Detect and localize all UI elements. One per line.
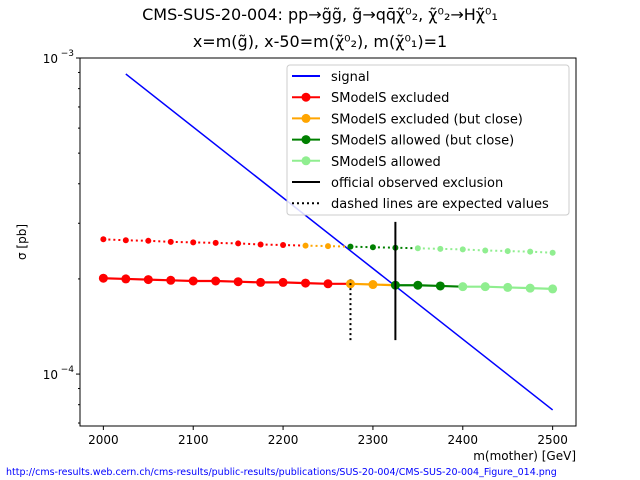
x-tick-label: 2500 <box>537 433 568 447</box>
legend-label: SModelS excluded <box>331 91 449 106</box>
legend-label: SModelS allowed (but close) <box>331 134 514 149</box>
expected-point <box>549 249 556 256</box>
expected-point <box>369 244 376 251</box>
observed-point <box>188 276 198 286</box>
legend-swatch-marker <box>301 135 311 145</box>
expected-point <box>212 239 219 246</box>
expected-point <box>527 248 534 255</box>
expected-point <box>100 236 107 243</box>
y-tick-label: 10 <box>43 52 58 66</box>
expected-segment <box>305 244 329 248</box>
footer-url-link[interactable]: http://cms-results.web.cern.ch/cms-resul… <box>6 467 557 478</box>
expected-point <box>257 241 264 248</box>
expected-segment <box>485 249 508 253</box>
expected-segment <box>372 246 396 249</box>
legend-swatch-marker <box>301 156 311 166</box>
expected-point <box>325 243 331 250</box>
expected-segment <box>193 241 216 244</box>
plot-frame <box>79 57 577 427</box>
expected-point <box>414 245 421 252</box>
x-tick-label: 2200 <box>268 433 299 447</box>
expected-point <box>122 237 129 244</box>
expected-segment <box>148 239 171 243</box>
observed-point <box>435 281 445 291</box>
y-axis-label: σ [pb] <box>15 224 29 260</box>
expected-point <box>190 239 197 246</box>
expected-point <box>235 240 242 247</box>
observed-point <box>278 277 288 287</box>
legend-label: SModelS allowed <box>331 155 441 170</box>
legend-label: SModelS excluded (but close) <box>331 112 523 127</box>
x-tick-label: 2300 <box>358 433 389 447</box>
expected-segment <box>260 243 284 247</box>
expected-segment <box>440 247 463 251</box>
observed-point <box>368 280 378 290</box>
expected-point <box>459 246 466 253</box>
x-tick-label: 2400 <box>448 433 479 447</box>
expected-segment <box>395 246 418 250</box>
expected-point <box>482 247 489 254</box>
observed-point <box>480 282 490 292</box>
expected-point <box>347 243 354 250</box>
observed-point <box>413 280 423 290</box>
legend-label: dashed lines are expected values <box>331 197 549 212</box>
y-tick-exponent: −3 <box>61 49 74 59</box>
observed-point <box>233 277 243 287</box>
x-tick-label: 2100 <box>178 433 209 447</box>
expected-point <box>437 245 444 252</box>
expected-segment <box>507 250 531 253</box>
expected-segment <box>350 245 373 249</box>
expected-point <box>302 242 309 249</box>
observed-point <box>458 282 468 292</box>
x-tick-label: 2000 <box>88 433 119 447</box>
legend-swatch-marker <box>301 92 311 102</box>
observed-point <box>323 279 333 289</box>
expected-segment <box>417 247 441 250</box>
expected-segment <box>238 242 261 246</box>
observed-point <box>503 282 513 292</box>
expected-segment <box>283 244 306 247</box>
expected-segment <box>125 239 149 242</box>
observed-point <box>301 278 311 288</box>
chart-title-line2: x=m(g̃), x-50=m(χ̃⁰₂), m(χ̃⁰₁)=1 <box>192 32 448 51</box>
legend-label: signal <box>331 70 369 85</box>
expected-point <box>280 242 287 249</box>
expected-segment <box>103 238 126 242</box>
observed-point <box>143 275 153 285</box>
expected-segment <box>215 241 239 245</box>
observed-point <box>98 273 108 283</box>
observed-point <box>166 275 176 285</box>
expected-segment <box>462 248 486 252</box>
expected-point <box>167 238 174 245</box>
observed-point <box>548 284 558 294</box>
x-axis-label: m(mother) [GeV] <box>473 449 576 463</box>
y-tick-label: 10 <box>43 368 58 382</box>
legend-swatch-marker <box>301 113 311 123</box>
observed-point <box>525 283 535 293</box>
signal-line <box>125 73 554 411</box>
expected-point <box>504 248 511 255</box>
expected-segment <box>170 240 194 244</box>
observed-point <box>256 277 266 287</box>
legend-label: official observed exclusion <box>331 176 503 191</box>
observed-point <box>211 276 221 286</box>
y-tick-exponent: −4 <box>61 365 75 375</box>
expected-segment <box>327 245 351 248</box>
legend-box <box>286 64 570 216</box>
observed-point <box>121 274 131 284</box>
chart-title-line1: CMS-SUS-20-004: pp→g̃g̃, g̃→qq̄χ̃⁰₂, χ̃⁰… <box>142 5 498 24</box>
expected-point <box>145 237 152 244</box>
expected-segment <box>530 250 553 254</box>
